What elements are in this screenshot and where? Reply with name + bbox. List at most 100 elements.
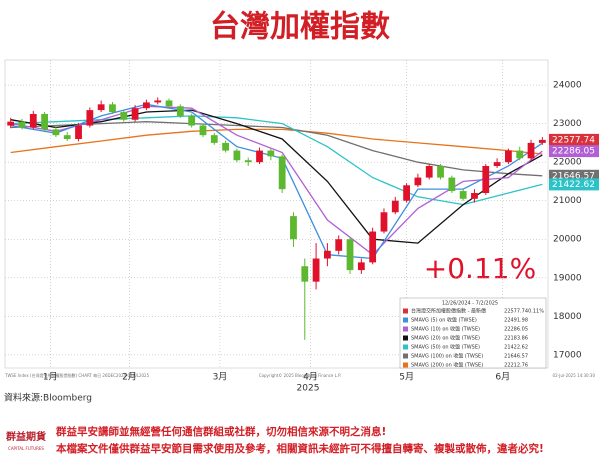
legend-label: SMAVG (20) on 收盤 (TWSE) [411, 335, 480, 342]
disclaimer: 本檔案文件僅供群益早安節目需求使用及參考，相關資訊未經許可不得擅自轉寄、複製或散… [56, 442, 544, 455]
ma-line [10, 121, 543, 177]
y-tick-label: 23000 [553, 119, 582, 129]
candle-body [448, 177, 456, 192]
candle-body [335, 239, 343, 251]
ma-line [10, 128, 543, 155]
change-label: +0.11% [424, 252, 536, 285]
x-tick-label: 2月 [122, 372, 137, 383]
candle-body [52, 129, 60, 136]
legend-value: 22286.05 [504, 327, 528, 333]
candle-body [482, 166, 490, 193]
legend-change: 0.11% [528, 309, 544, 315]
candle-body [538, 139, 546, 143]
x-tick-label: 1月 [43, 372, 58, 383]
disclaimer: 群益早安講師並無經營任何通信群組或社群，切勿相信來源不明之消息! [56, 425, 386, 438]
candle-body [165, 100, 173, 107]
y-tick-label: 17000 [553, 350, 582, 360]
y-tick-label: 18000 [553, 312, 582, 322]
legend-label: SMAVG (5) on 收盤 (TWSE) [411, 317, 477, 324]
candle-body [41, 113, 48, 130]
candle-body [131, 108, 139, 120]
x-tick-label: 4月 [303, 372, 318, 383]
y-tick-label: 22000 [553, 158, 582, 168]
y-tick-label: 21000 [553, 196, 582, 206]
legend-title: 12/26/2024 - 7/2/2025 [442, 301, 498, 307]
legend-swatch [403, 317, 408, 323]
candle-body [505, 150, 512, 163]
candle-body [29, 113, 37, 128]
footer-left: TWSE Index (台灣證交所加權股價指數) CHART 每日 26DEC2… [4, 372, 150, 378]
legend-swatch [403, 344, 408, 350]
candle-body [369, 231, 377, 263]
candle-body [188, 115, 196, 126]
candle-body [109, 104, 116, 113]
source: 資料來源:Bloomberg [4, 392, 92, 404]
value-tag-label: 22286.05 [552, 147, 595, 157]
ma-line [10, 105, 543, 256]
candle-body [516, 150, 524, 159]
legend-value: 21422.62 [504, 345, 528, 351]
legend-swatch [403, 353, 408, 359]
candle-body [437, 166, 444, 178]
value-tag-label: 21646.57 [552, 171, 595, 181]
candle-body [324, 250, 331, 259]
candle-body [290, 216, 297, 240]
candle-body [233, 150, 241, 161]
chart-title: 台灣加權指數 [210, 10, 390, 45]
candle-body [199, 125, 207, 136]
legend-swatch [403, 335, 408, 341]
candle-body [63, 135, 71, 140]
candle-body [267, 150, 275, 157]
legend-swatch [403, 308, 408, 314]
legend-value: 22212.76 [504, 363, 528, 369]
ma-line [10, 109, 543, 244]
candle-body [346, 239, 354, 271]
legend-value: 22183.86 [504, 336, 528, 342]
candle-body [357, 262, 365, 271]
candle-body [7, 121, 15, 126]
candle-body [210, 135, 218, 143]
legend-swatch [403, 362, 408, 368]
legend-label: SMAVG (50) on 收盤 (TWSE) [411, 344, 480, 351]
candle-body [86, 110, 94, 126]
candle-body [527, 142, 535, 159]
candle-body [391, 200, 399, 213]
footer-right: 02-Jul-2025 14:30:30 [553, 373, 596, 378]
candle-body [312, 258, 320, 282]
candle-body [301, 266, 309, 282]
candle-body [425, 166, 433, 178]
candle-body [97, 104, 105, 111]
legend-value: 22577.74 [504, 309, 528, 315]
value-tag-label: 21422.62 [552, 180, 595, 190]
y-tick-label: 24000 [553, 81, 582, 91]
legend-label: 台灣證交所加權股價指數 - 最新價 [411, 308, 486, 315]
candle-body [256, 150, 263, 163]
y-tick-label: 20000 [553, 235, 582, 245]
candle-body [120, 112, 128, 120]
value-tag [549, 178, 599, 191]
candle-body [176, 106, 184, 116]
candle-body [414, 177, 422, 186]
legend-label: SMAVG (100) on 收盤 (TWSE) [411, 353, 483, 360]
footer-mid: Copyright© 2025 Bloomberg Finance L.P. [259, 373, 341, 378]
value-tag-label: 22577.74 [552, 135, 595, 145]
candle-body [18, 121, 26, 128]
logo: 群益期貨 [6, 430, 46, 443]
legend-swatch [403, 326, 408, 332]
legend-box [399, 297, 547, 369]
legend-value: 21646.57 [504, 354, 528, 360]
candle-body [143, 102, 150, 109]
value-tag [549, 133, 599, 146]
x-tick-label: 5月 [399, 372, 414, 383]
candle-body [244, 160, 252, 163]
logo-sub: CAPITAL FUTURES [8, 446, 44, 451]
x-tick-label: 6月 [495, 372, 510, 383]
legend-value: 22491.98 [504, 318, 528, 324]
candle-body [380, 212, 388, 232]
candle-body [222, 142, 229, 151]
y-tick-label: 19000 [553, 273, 582, 283]
candle-body [278, 156, 286, 190]
candle-body [493, 162, 501, 167]
x-axis-label: 2025 [297, 384, 320, 394]
candle-body [403, 185, 410, 201]
